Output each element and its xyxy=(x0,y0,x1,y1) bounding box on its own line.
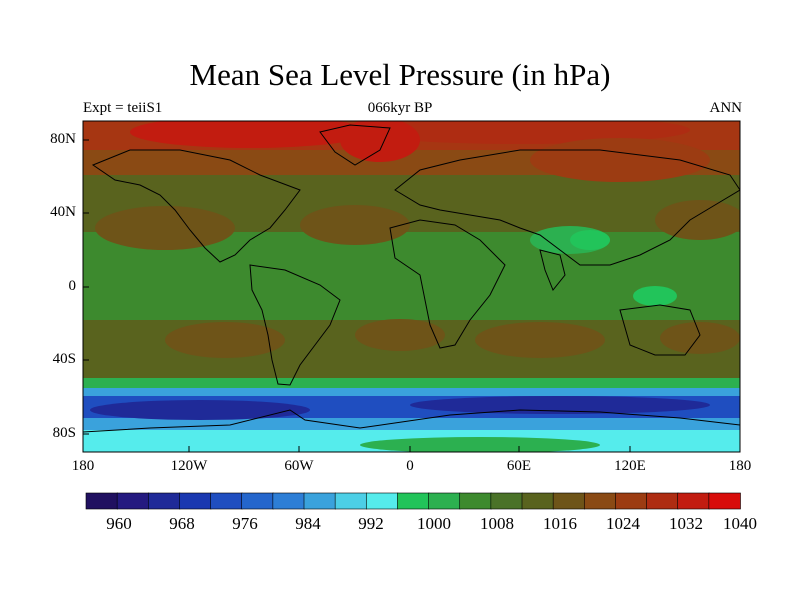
coastlines xyxy=(83,124,740,433)
pacific-high-north xyxy=(95,206,235,250)
south-atlantic-high xyxy=(355,319,445,351)
colorbar-swatch xyxy=(583,492,617,510)
band-antarctic-edge xyxy=(83,418,740,432)
colorbar-label: 960 xyxy=(106,514,132,533)
colorbar-label: 1016 xyxy=(543,514,577,533)
colorbar-swatch xyxy=(459,492,492,510)
band-southern-ocean-1 xyxy=(83,388,740,398)
colorbar-swatch xyxy=(397,492,430,510)
south-pacific-high xyxy=(165,322,285,358)
pressure-field xyxy=(83,121,740,452)
map-title: Mean Sea Level Pressure (in hPa) xyxy=(189,57,611,92)
lon-label-120e: 120E xyxy=(614,458,646,474)
southern-low-2 xyxy=(410,396,710,414)
antarctica xyxy=(83,409,740,433)
maritime-low xyxy=(633,286,677,306)
india xyxy=(539,249,566,291)
colorbar-label: 1032 xyxy=(669,514,703,533)
season-label: ANN xyxy=(709,100,743,116)
australia-high xyxy=(660,322,740,354)
colorbar-swatch xyxy=(241,492,274,510)
lon-label-120w: 120W xyxy=(170,458,208,474)
colorbar-swatch xyxy=(179,492,212,510)
colorbar xyxy=(85,492,741,510)
siberian-high xyxy=(530,138,710,182)
colorbar-swatch xyxy=(521,492,554,510)
southern-low-1 xyxy=(90,400,310,420)
lon-label-180e: 180 xyxy=(728,458,752,474)
lat-label-80s: 80S xyxy=(52,425,76,441)
europe-asia xyxy=(394,149,740,266)
asian-low-core xyxy=(570,230,610,250)
lat-label-40s: 40S xyxy=(52,351,76,367)
axis-ticks xyxy=(83,139,631,452)
colorbar-swatch xyxy=(677,492,710,510)
colorbar-swatch xyxy=(334,492,368,510)
arctic-high-1 xyxy=(130,121,370,148)
lon-label-60e: 60E xyxy=(506,458,532,474)
colorbar-swatch xyxy=(210,492,243,510)
arctic-high-2 xyxy=(350,121,690,144)
colorbar-label: 1000 xyxy=(417,514,451,533)
map-subtitle: 066kyr BP xyxy=(367,100,433,116)
colorbar-swatch xyxy=(615,492,648,510)
colorbar-label: 984 xyxy=(295,514,321,533)
colorbar-label: 992 xyxy=(358,514,384,533)
colorbar-swatch xyxy=(646,492,679,510)
colorbar-swatch xyxy=(708,492,741,510)
band-southern-transition xyxy=(83,378,740,390)
colorbar-label: 1024 xyxy=(606,514,640,533)
lon-label-0: 0 xyxy=(406,458,414,474)
lat-label-80n: 80N xyxy=(50,131,76,147)
colorbar-swatch xyxy=(85,492,118,510)
colorbar-swatch xyxy=(272,492,305,510)
lat-label-0: 0 xyxy=(68,278,77,294)
greenland-high xyxy=(340,121,420,162)
north-america xyxy=(91,149,301,263)
greenland xyxy=(319,124,391,166)
colorbar-swatch xyxy=(147,492,181,510)
colorbar-swatch xyxy=(116,492,150,510)
lat-label-40n: 40N xyxy=(50,204,76,220)
lon-label-180w: 180 xyxy=(71,458,95,474)
australia xyxy=(619,304,701,356)
antarctic-center xyxy=(360,437,600,452)
colorbar-swatch xyxy=(365,492,399,510)
colorbar-label: 1008 xyxy=(480,514,514,533)
lon-label-60w: 60W xyxy=(284,458,314,474)
colorbar-label: 968 xyxy=(169,514,195,533)
azores-high xyxy=(300,205,410,245)
south-america xyxy=(249,264,341,386)
band-tropics xyxy=(83,232,740,332)
colorbar-swatch xyxy=(303,492,336,510)
colorbar-label: 1040 xyxy=(723,514,757,533)
colorbar-swatch xyxy=(428,492,461,510)
colorbar-label: 976 xyxy=(232,514,258,533)
indian-ocean-high xyxy=(475,322,605,358)
colorbar-swatch xyxy=(552,492,586,510)
north-pacific-high-west xyxy=(655,200,740,240)
colorbar-swatch xyxy=(490,492,523,510)
experiment-label: Expt = teiiS1 xyxy=(83,100,163,116)
africa xyxy=(389,219,506,349)
